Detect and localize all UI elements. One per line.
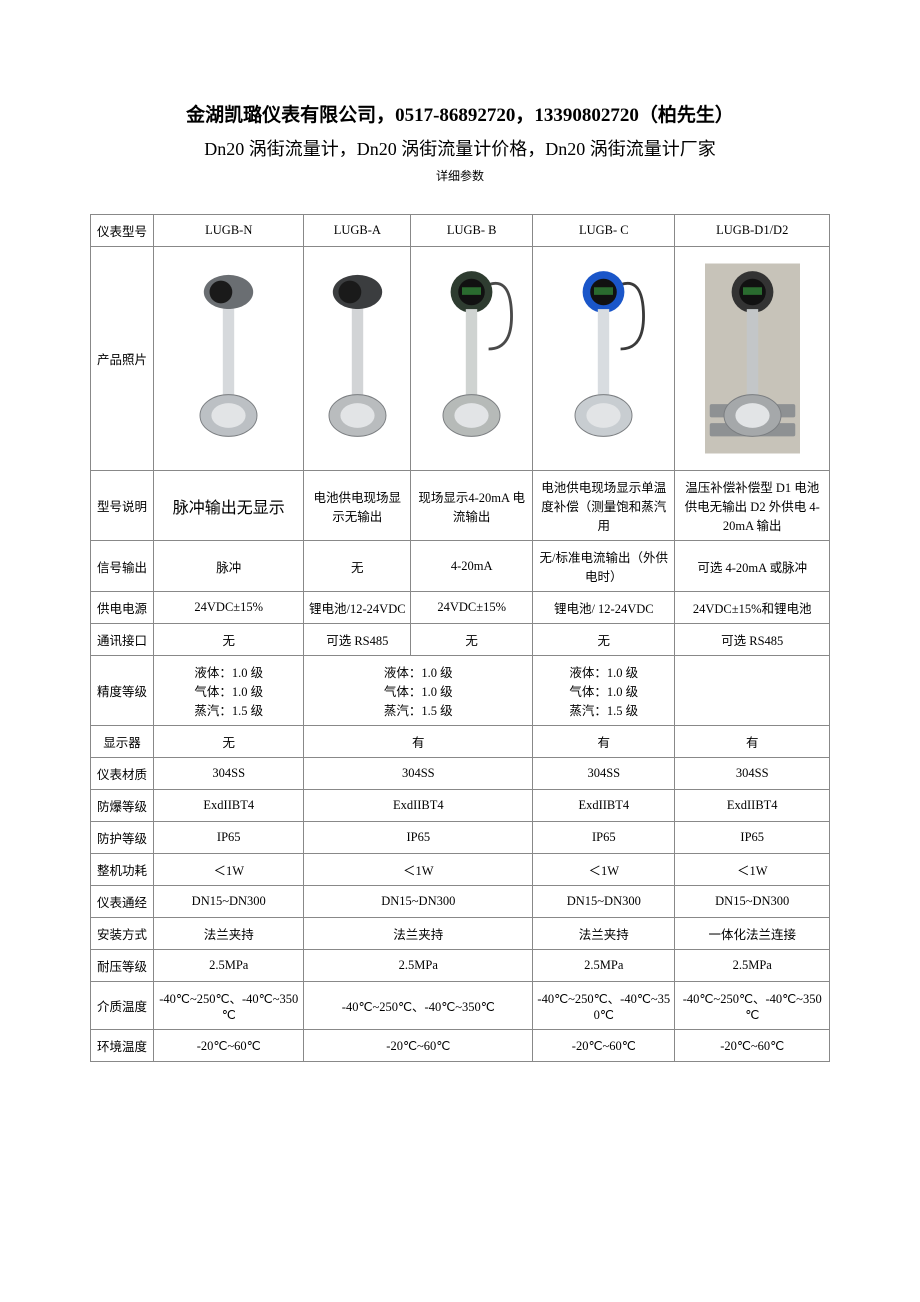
col-header-model-4: LUGB-D1/D2 bbox=[675, 215, 830, 247]
cell-6-3: 304SS bbox=[675, 758, 830, 790]
row-label-12: 耐压等级 bbox=[91, 950, 154, 982]
cell-1-1: 无 bbox=[304, 541, 411, 592]
cell-1-3: 无/标准电流输出（外供电时） bbox=[533, 541, 675, 592]
cell-1-2: 4-20mA bbox=[411, 541, 533, 592]
row-label-3: 通讯接口 bbox=[91, 624, 154, 656]
cell-14-1: -20℃~60℃ bbox=[304, 1030, 533, 1062]
photo-b bbox=[411, 247, 533, 471]
caption: 详细参数 bbox=[90, 167, 830, 184]
col-header-model-1: LUGB-A bbox=[304, 215, 411, 247]
cell-0-1: 电池供电现场显示无输出 bbox=[304, 471, 411, 541]
cell-2-4: 24VDC±15%和锂电池 bbox=[675, 592, 830, 624]
col-header-model-3: LUGB- C bbox=[533, 215, 675, 247]
cell-4-0: 液体：1.0 级气体：1.0 级蒸汽：1.5 级 bbox=[154, 656, 304, 726]
row-label-1: 信号输出 bbox=[91, 541, 154, 592]
cell-13-1: -40℃~250℃、-40℃~350℃ bbox=[304, 982, 533, 1030]
cell-5-1: 有 bbox=[304, 726, 533, 758]
cell-2-2: 24VDC±15% bbox=[411, 592, 533, 624]
cell-10-3: DN15~DN300 bbox=[675, 886, 830, 918]
cell-9-2: ＜1W bbox=[533, 854, 675, 886]
cell-11-2: 法兰夹持 bbox=[533, 918, 675, 950]
col-header-model-2: LUGB- B bbox=[411, 215, 533, 247]
company-title: 金湖凯璐仪表有限公司，0517-86892720，13390802720（柏先生… bbox=[90, 100, 830, 127]
cell-5-0: 无 bbox=[154, 726, 304, 758]
row-label-photo: 产品照片 bbox=[91, 247, 154, 471]
cell-11-0: 法兰夹持 bbox=[154, 918, 304, 950]
cell-12-2: 2.5MPa bbox=[533, 950, 675, 982]
row-label-0: 型号说明 bbox=[91, 471, 154, 541]
row-label-13: 介质温度 bbox=[91, 982, 154, 1030]
cell-13-0: -40℃~250℃、-40℃~350℃ bbox=[154, 982, 304, 1030]
col-header-model-0: LUGB-N bbox=[154, 215, 304, 247]
cell-0-4: 温压补偿补偿型 D1 电池供电无输出 D2 外供电 4-20mA 输出 bbox=[675, 471, 830, 541]
cell-2-0: 24VDC±15% bbox=[154, 592, 304, 624]
spec-table: 仪表型号LUGB-NLUGB-ALUGB- BLUGB- CLUGB-D1/D2… bbox=[90, 214, 830, 1062]
cell-7-3: ExdIIBT4 bbox=[675, 790, 830, 822]
cell-7-1: ExdIIBT4 bbox=[304, 790, 533, 822]
col-header-label: 仪表型号 bbox=[91, 215, 154, 247]
cell-9-0: ＜1W bbox=[154, 854, 304, 886]
row-label-10: 仪表通经 bbox=[91, 886, 154, 918]
cell-10-1: DN15~DN300 bbox=[304, 886, 533, 918]
cell-3-1: 可选 RS485 bbox=[304, 624, 411, 656]
row-label-6: 仪表材质 bbox=[91, 758, 154, 790]
cell-10-2: DN15~DN300 bbox=[533, 886, 675, 918]
cell-12-1: 2.5MPa bbox=[304, 950, 533, 982]
cell-12-0: 2.5MPa bbox=[154, 950, 304, 982]
product-subtitle: Dn20 涡街流量计，Dn20 涡街流量计价格，Dn20 涡街流量计厂家 bbox=[90, 135, 830, 161]
cell-11-3: 一体化法兰连接 bbox=[675, 918, 830, 950]
cell-3-4: 可选 RS485 bbox=[675, 624, 830, 656]
cell-10-0: DN15~DN300 bbox=[154, 886, 304, 918]
cell-0-0: 脉冲输出无显示 bbox=[154, 471, 304, 541]
row-label-2: 供电电源 bbox=[91, 592, 154, 624]
cell-11-1: 法兰夹持 bbox=[304, 918, 533, 950]
photo-n bbox=[154, 247, 304, 471]
cell-3-3: 无 bbox=[533, 624, 675, 656]
cell-7-2: ExdIIBT4 bbox=[533, 790, 675, 822]
cell-7-0: ExdIIBT4 bbox=[154, 790, 304, 822]
cell-5-3: 有 bbox=[675, 726, 830, 758]
cell-6-0: 304SS bbox=[154, 758, 304, 790]
row-label-5: 显示器 bbox=[91, 726, 154, 758]
cell-2-1: 锂电池/12-24VDC bbox=[304, 592, 411, 624]
photo-a bbox=[304, 247, 411, 471]
cell-8-0: IP65 bbox=[154, 822, 304, 854]
cell-14-2: -20℃~60℃ bbox=[533, 1030, 675, 1062]
cell-8-1: IP65 bbox=[304, 822, 533, 854]
row-label-4: 精度等级 bbox=[91, 656, 154, 726]
photo-c bbox=[533, 247, 675, 471]
cell-2-3: 锂电池/ 12-24VDC bbox=[533, 592, 675, 624]
row-label-11: 安装方式 bbox=[91, 918, 154, 950]
cell-14-0: -20℃~60℃ bbox=[154, 1030, 304, 1062]
row-label-14: 环境温度 bbox=[91, 1030, 154, 1062]
cell-5-2: 有 bbox=[533, 726, 675, 758]
cell-14-3: -20℃~60℃ bbox=[675, 1030, 830, 1062]
cell-8-3: IP65 bbox=[675, 822, 830, 854]
cell-9-3: ＜1W bbox=[675, 854, 830, 886]
cell-12-3: 2.5MPa bbox=[675, 950, 830, 982]
row-label-8: 防护等级 bbox=[91, 822, 154, 854]
cell-6-1: 304SS bbox=[304, 758, 533, 790]
cell-4-1: 液体：1.0 级气体：1.0 级蒸汽：1.5 级 bbox=[304, 656, 533, 726]
cell-0-2: 现场显示4-20mA 电流输出 bbox=[411, 471, 533, 541]
row-label-7: 防爆等级 bbox=[91, 790, 154, 822]
cell-1-0: 脉冲 bbox=[154, 541, 304, 592]
cell-1-4: 可选 4-20mA 或脉冲 bbox=[675, 541, 830, 592]
cell-9-1: ＜1W bbox=[304, 854, 533, 886]
cell-13-3: -40℃~250℃、-40℃~350℃ bbox=[675, 982, 830, 1030]
cell-8-2: IP65 bbox=[533, 822, 675, 854]
cell-0-3: 电池供电现场显示单温度补偿（测量饱和蒸汽用 bbox=[533, 471, 675, 541]
cell-13-2: -40℃~250℃、-40℃~350℃ bbox=[533, 982, 675, 1030]
cell-4-3 bbox=[675, 656, 830, 726]
cell-6-2: 304SS bbox=[533, 758, 675, 790]
row-label-9: 整机功耗 bbox=[91, 854, 154, 886]
photo-d bbox=[675, 247, 830, 471]
cell-3-2: 无 bbox=[411, 624, 533, 656]
cell-3-0: 无 bbox=[154, 624, 304, 656]
cell-4-2: 液体：1.0 级气体：1.0 级蒸汽：1.5 级 bbox=[533, 656, 675, 726]
